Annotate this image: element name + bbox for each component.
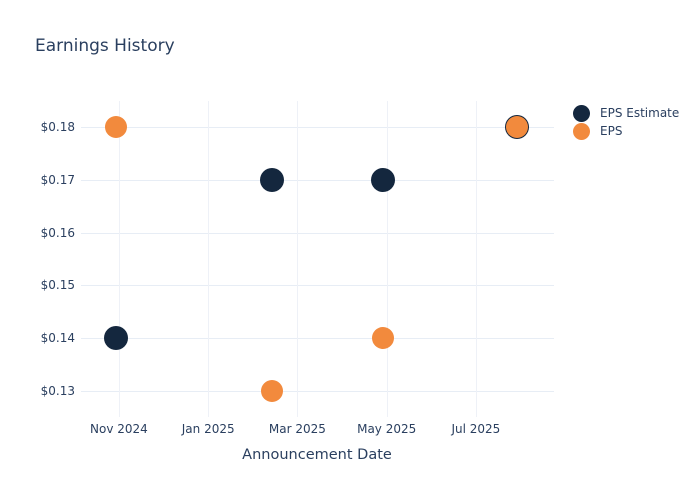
x-gridline (118, 101, 120, 417)
y-tick-label: $0.15 (40, 278, 75, 293)
data-point-eps-estimate[interactable] (104, 326, 129, 350)
y-tick-label: $0.13 (40, 383, 75, 398)
legend-item-eps-estimate[interactable]: EPS Estimate (573, 104, 679, 122)
data-point-eps[interactable] (261, 379, 283, 402)
data-point-eps-estimate[interactable] (260, 168, 284, 192)
plot-area (81, 101, 554, 417)
legend-marker-icon (573, 104, 590, 122)
x-tick-label: May 2025 (357, 422, 417, 436)
data-point-eps[interactable] (372, 327, 395, 349)
y-gridline (81, 390, 554, 392)
legend-label: EPS (600, 124, 623, 138)
x-tick-label: Jul 2025 (451, 422, 501, 436)
legend-marker-icon (573, 122, 590, 140)
x-gridline (208, 101, 210, 417)
y-gridline (81, 232, 554, 234)
y-tick-label: $0.16 (40, 225, 75, 240)
data-point-eps[interactable] (105, 116, 128, 139)
y-gridline (81, 127, 554, 129)
x-tick-label: Mar 2025 (268, 422, 326, 436)
x-gridline (297, 101, 299, 417)
x-tick-label: Jan 2025 (181, 422, 235, 436)
y-gridline (81, 180, 554, 181)
y-tick-label: $0.17 (40, 173, 75, 187)
x-gridline (386, 101, 388, 417)
x-tick-label: Nov 2024 (90, 422, 148, 436)
y-gridline (81, 338, 554, 339)
data-point-eps-estimate[interactable] (371, 168, 396, 192)
chart-title: Earnings History (35, 36, 175, 56)
y-gridline (81, 285, 554, 287)
legend: EPS Estimate EPS (573, 104, 679, 140)
x-axis-title: Announcement Date (242, 447, 392, 463)
legend-label: EPS Estimate (600, 106, 680, 120)
y-tick-label: $0.14 (40, 331, 75, 345)
legend-item-eps[interactable]: EPS (573, 122, 679, 140)
x-gridline (475, 101, 477, 417)
data-point-eps[interactable] (506, 116, 529, 139)
y-tick-label: $0.18 (40, 120, 75, 135)
